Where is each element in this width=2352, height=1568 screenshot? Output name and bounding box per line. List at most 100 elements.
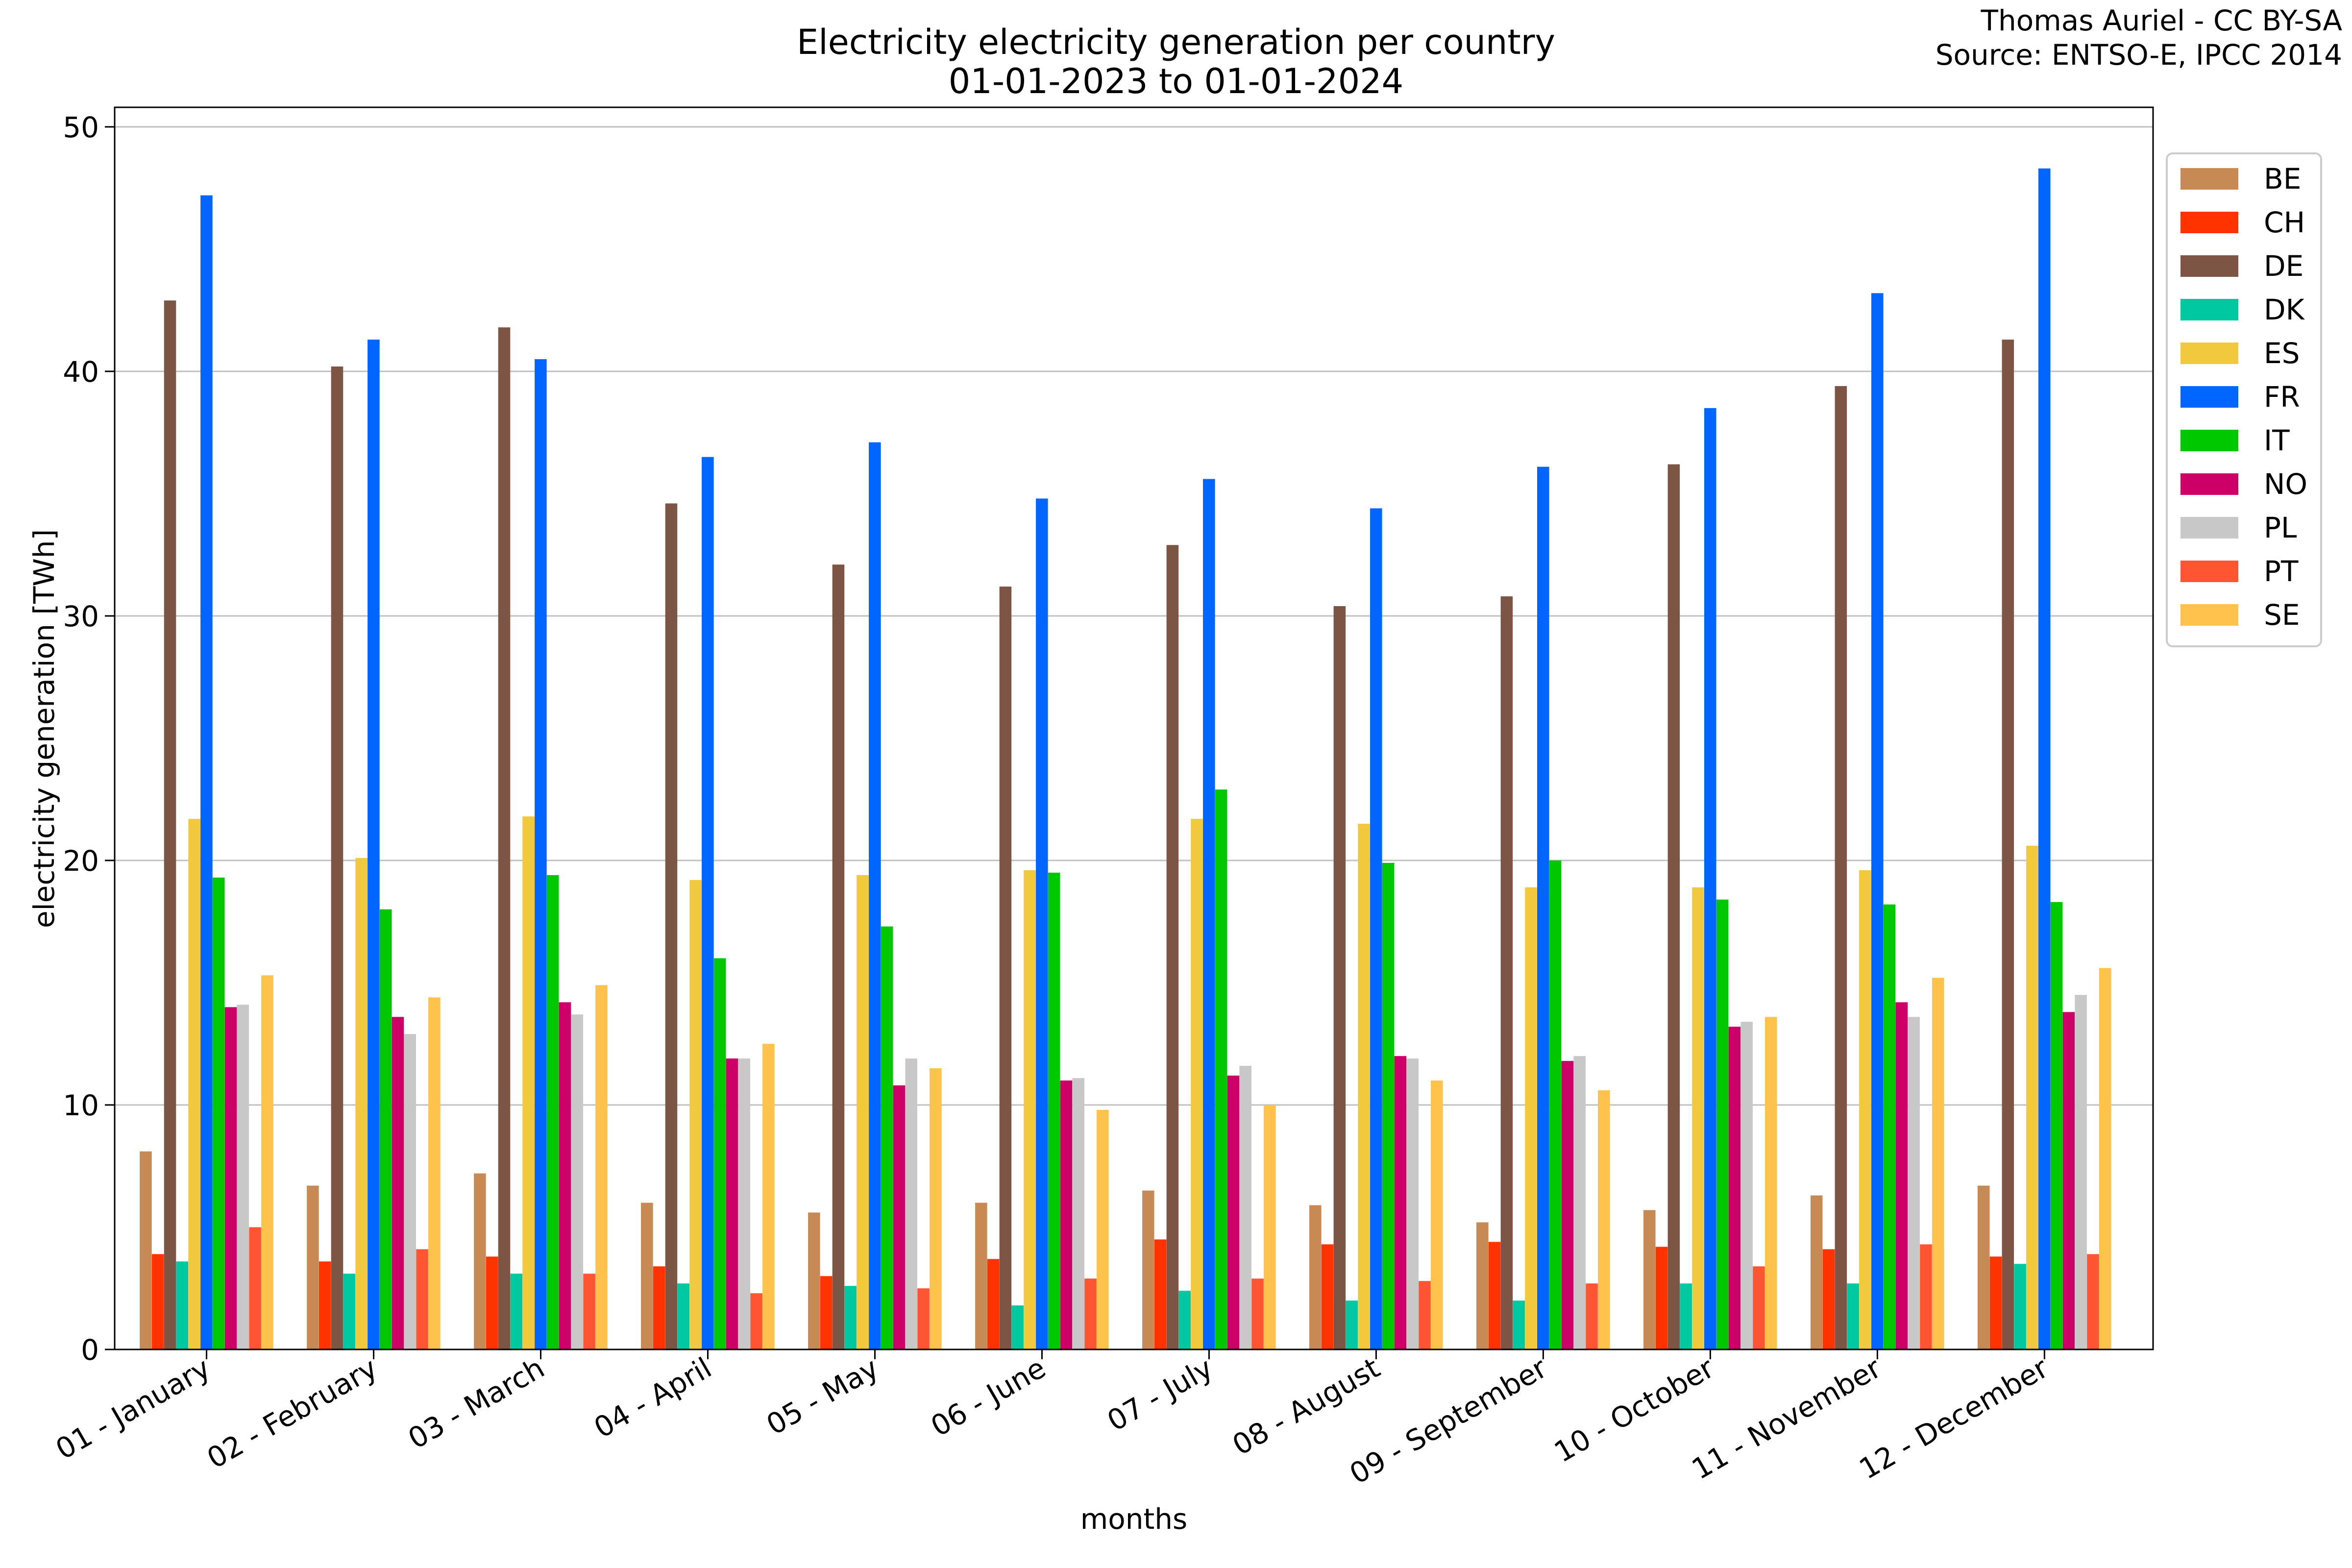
bar-se (1764, 1017, 1777, 1349)
bar-be (808, 1212, 820, 1349)
bar-no (726, 1058, 738, 1349)
legend-swatch (2180, 517, 2238, 539)
bar-de (832, 564, 845, 1349)
x-tick-label: 02 - February (201, 1351, 383, 1475)
bar-ch (1822, 1249, 1835, 1349)
bar-ch (486, 1256, 498, 1349)
bar-es (522, 816, 535, 1349)
x-tick-label: 04 - April (588, 1351, 717, 1445)
bar-be (307, 1185, 319, 1349)
bar-it (2050, 902, 2063, 1349)
bar-fr (1537, 466, 1549, 1349)
bar-ch (1154, 1239, 1167, 1349)
bar-it (1048, 872, 1060, 1349)
legend-swatch (2180, 255, 2238, 277)
bar-se (762, 1044, 775, 1349)
bar-de (1166, 545, 1179, 1349)
bar-fr (1704, 408, 1716, 1350)
bar-dk (1847, 1283, 1859, 1349)
legend-swatch (2180, 386, 2238, 408)
bar-es (1692, 887, 1704, 1349)
y-tick-label: 10 (63, 1089, 99, 1122)
x-tick-label: 11 - November (1686, 1351, 1886, 1486)
bar-es (2026, 846, 2038, 1349)
bar-se (1932, 978, 1944, 1349)
bar-pl (2075, 995, 2087, 1349)
bar-de (1667, 464, 1680, 1349)
bar-no (392, 1017, 404, 1349)
bar-ch (318, 1261, 331, 1349)
legend: BE CH DE DK ES FR IT NO PL PT SE (2166, 152, 2322, 647)
bar-es (355, 858, 368, 1349)
bar-es (857, 875, 869, 1349)
bar-es (1525, 887, 1537, 1349)
legend-label: FR (2264, 380, 2300, 414)
bar-pt (1084, 1278, 1097, 1349)
bar-fr (702, 457, 714, 1349)
bar-be (1643, 1210, 1656, 1349)
bar-pl (404, 1034, 416, 1349)
y-axis: 0 10 20 30 40 50 (63, 111, 115, 1367)
bar-marks (140, 168, 2111, 1350)
bar-se (1598, 1090, 1610, 1349)
bar-be (1977, 1185, 1990, 1349)
x-tick-label: 08 - August (1227, 1351, 1386, 1462)
bar-no (559, 1002, 571, 1349)
bar-ch (987, 1259, 1000, 1349)
plot-area-frame (114, 106, 2154, 1350)
bar-dk (176, 1261, 189, 1349)
bar-ch (1488, 1242, 1501, 1349)
legend-swatch (2180, 343, 2238, 364)
gridlines (115, 126, 2153, 1106)
legend-swatch (2180, 473, 2238, 495)
bar-ch (151, 1254, 164, 1349)
legend-label: DE (2264, 249, 2303, 283)
bar-dk (1011, 1305, 1024, 1349)
bar-pt (1920, 1244, 1932, 1349)
bar-pt (1753, 1266, 1765, 1349)
bar-fr (1370, 508, 1382, 1349)
bar-fr (368, 340, 380, 1349)
legend-label: BE (2264, 162, 2301, 196)
bar-fr (869, 442, 881, 1349)
bar-pl (1072, 1078, 1085, 1349)
bar-de (164, 300, 176, 1349)
bar-be (1476, 1222, 1489, 1349)
legend-label: SE (2264, 598, 2300, 632)
credit-author: Thomas Auriel - CC BY-SA (1981, 4, 2343, 37)
bar-de (665, 503, 678, 1349)
bar-it (713, 958, 726, 1349)
bar-de (1333, 606, 1346, 1349)
bar-se (2099, 968, 2111, 1349)
bar-be (975, 1202, 987, 1349)
bar-dk (1346, 1300, 1358, 1349)
y-tick-label: 20 (63, 844, 99, 878)
bar-es (1859, 870, 1871, 1349)
y-tick-label: 30 (63, 600, 99, 633)
credit-source: Source: ENTSO-E, IPCC 2014 (1936, 38, 2342, 72)
legend-label: PT (2264, 555, 2299, 588)
bar-it (881, 926, 893, 1349)
bar-de (1835, 386, 1847, 1349)
legend-label: NO (2264, 467, 2307, 501)
x-axis-label: months (1080, 1502, 1187, 1536)
bar-fr (535, 359, 547, 1349)
bar-ch (1989, 1256, 2002, 1349)
legend-swatch (2180, 212, 2238, 233)
bar-se (1431, 1080, 1443, 1349)
legend-label: DK (2264, 293, 2305, 326)
bar-es (1358, 824, 1370, 1349)
bar-ch (1655, 1247, 1668, 1349)
legend-label: IT (2264, 424, 2290, 457)
bar-it (1716, 899, 1729, 1349)
legend-swatch (2180, 299, 2238, 320)
legend-swatch (2180, 168, 2238, 190)
bar-pl (1740, 1022, 1753, 1349)
bar-no (893, 1085, 906, 1349)
bar-be (641, 1202, 653, 1349)
bar-dk (343, 1274, 356, 1349)
bar-de (999, 587, 1012, 1349)
bar-dk (510, 1274, 523, 1349)
bar-es (1191, 819, 1203, 1349)
